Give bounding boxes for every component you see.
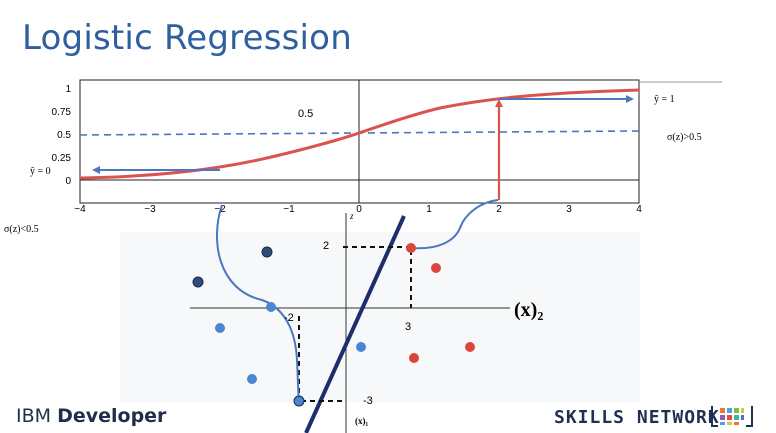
- connector-red-point-to-z2: [411, 199, 499, 250]
- data-point-blue: [293, 395, 305, 407]
- y-ticks: 0 0.25 0.5 0.75 1: [52, 84, 72, 187]
- data-point-blue: [266, 302, 276, 312]
- slide-title: Logistic Regression: [22, 18, 352, 58]
- skills-network-logo-text: SKILLS NETWORK: [554, 407, 720, 428]
- data-point-red: [406, 243, 416, 253]
- y-tick-0: 0: [65, 176, 71, 187]
- x1-axis-label: (x)₁: [355, 416, 368, 426]
- tick-label-3: 3: [405, 321, 411, 333]
- brand-developer: Developer: [57, 405, 167, 427]
- label-sigma-lt: σ(z)<0.5: [4, 224, 39, 235]
- x-tick-2: 2: [496, 204, 502, 215]
- label-sigma-gt: σ(z)>0.5: [667, 132, 702, 143]
- y-tick-0.5: 0.5: [57, 130, 71, 141]
- sigmoid-plot: 0 0.25 0.5 0.75 1 −4 −3 −2 −1 0 1 2 3 4 …: [4, 79, 722, 235]
- x2-axis-label: (x)₂: [514, 299, 543, 321]
- brand-ibm: IBM: [16, 405, 52, 427]
- label-center-0.5: 0.5: [298, 108, 313, 120]
- x-tick-3: 3: [566, 204, 572, 215]
- data-point-red: [465, 342, 475, 352]
- data-point-red: [431, 263, 441, 273]
- data-point-blue: [356, 342, 366, 352]
- x-tick-neg3: −3: [144, 204, 156, 215]
- data-point-dark: [261, 246, 273, 258]
- x-tick-0: 0: [356, 204, 362, 215]
- label-yhat1: ŷ = 1: [654, 94, 675, 105]
- y-tick-1: 1: [65, 84, 71, 95]
- data-point-blue: [215, 323, 225, 333]
- x-tick-1: 1: [426, 204, 432, 215]
- ibm-developer-logo: IBM Developer: [16, 405, 166, 427]
- y-tick-0.75: 0.75: [52, 107, 72, 118]
- skills-network-logo-icon: [711, 406, 753, 427]
- y-tick-0.25: 0.25: [52, 153, 72, 164]
- x-tick-neg4: −4: [74, 204, 86, 215]
- x-ticks: −4 −3 −2 −1 0 1 2 3 4: [74, 204, 642, 215]
- label-yhat0: ŷ = 0: [30, 166, 51, 177]
- decision-boundary-line: [304, 215, 406, 433]
- tick-label-neg3: -3: [363, 395, 373, 407]
- tick-label-2: 2: [323, 240, 329, 252]
- scatter-backdrop: [120, 232, 640, 402]
- scatter-plot: z 2 3 -2 -3 (x)₂ (x)₁: [190, 199, 543, 433]
- connector-blue-point-to-zneg2: [216, 204, 300, 401]
- x-tick-neg1: −1: [283, 204, 295, 215]
- tick-label-neg2: -2: [284, 312, 294, 324]
- z-axis-label: z: [349, 211, 354, 221]
- data-point-blue: [247, 374, 257, 384]
- data-point-dark: [192, 276, 204, 288]
- data-point-red: [409, 353, 419, 363]
- x-tick-4: 4: [636, 204, 642, 215]
